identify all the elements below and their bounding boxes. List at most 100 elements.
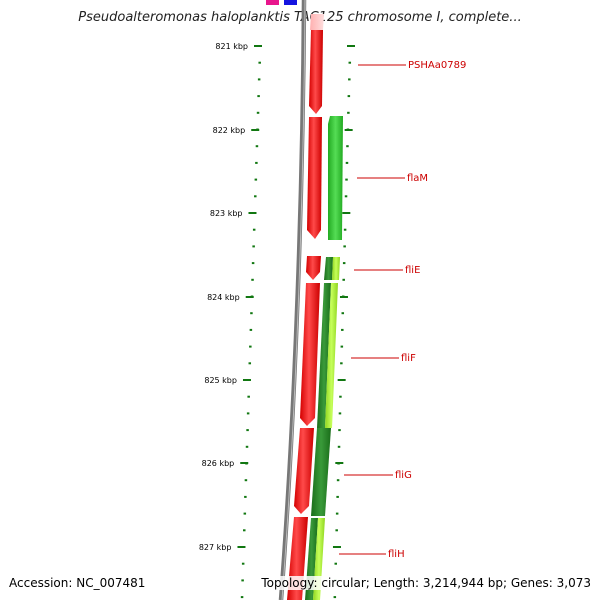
tick-label: 827 kbp [199, 543, 232, 552]
major-tick-left [240, 462, 249, 464]
gene-label-flaM[interactable]: flaM [407, 173, 428, 184]
minor-tick-right [334, 562, 338, 565]
minor-tick-right [341, 328, 344, 331]
minor-tick-right [335, 512, 339, 515]
minor-tick-left [254, 178, 258, 181]
minor-tick-right [338, 412, 342, 415]
topology-text: Topology: circular; Length: 3,214,944 bp… [261, 576, 591, 590]
minor-tick-right [347, 95, 351, 98]
gene-block-PSHAa0789[interactable] [309, 30, 323, 114]
gene-label-fliH[interactable]: fliH [388, 549, 405, 560]
minor-tick-left [244, 479, 248, 482]
gene-block-fliE-forward[interactable] [306, 256, 321, 280]
top-feature-marker-blue[interactable] [284, 0, 297, 5]
minor-tick-right [333, 596, 337, 599]
minor-tick-left [249, 345, 252, 348]
major-tick-left [245, 296, 254, 298]
tick-label: 826 kbp [202, 459, 235, 468]
gene-label-fliG[interactable]: fliG [395, 470, 412, 481]
major-tick-left [242, 379, 251, 381]
minor-tick-right [340, 362, 343, 365]
gene-block-fliF-forward[interactable] [300, 283, 320, 426]
gene-block-fliF-reverse[interactable] [325, 283, 338, 428]
major-tick-right [347, 45, 355, 47]
gene-block-pale[interactable] [310, 14, 324, 30]
gene-labels: PSHAa0789 flaM fliE fliF fliG fliH [339, 60, 466, 560]
major-tick-left [248, 212, 257, 214]
minor-tick-right [338, 429, 341, 432]
tick-label: 823 kbp [210, 209, 243, 218]
gene-block-fliF-reverse-dark[interactable] [317, 283, 331, 428]
minor-tick-left [254, 195, 257, 198]
major-tick-left [237, 546, 246, 548]
minor-tick-left [256, 111, 260, 114]
tick-label: 821 kbp [215, 42, 248, 51]
major-tick-right [342, 212, 351, 214]
minor-tick-left [250, 312, 253, 315]
minor-tick-right [348, 61, 352, 64]
minor-tick-right [343, 245, 346, 248]
minor-tick-left [255, 161, 258, 164]
minor-tick-right [343, 228, 347, 231]
gene-block-fliG-forward[interactable] [294, 428, 314, 514]
gene-block-flaM-forward[interactable] [307, 117, 322, 239]
minor-tick-left [240, 596, 244, 599]
minor-tick-left [243, 512, 247, 515]
minor-tick-right [337, 445, 341, 448]
minor-tick-right [347, 111, 350, 114]
minor-tick-left [244, 495, 247, 498]
tick-label: 824 kbp [207, 293, 240, 302]
minor-tick-left [252, 228, 256, 231]
major-tick-right [335, 462, 344, 464]
gene-label-fliE[interactable]: fliE [405, 265, 420, 276]
minor-tick-right [342, 262, 346, 265]
map-title: Pseudoalteromonas haloplanktis TAC125 ch… [78, 10, 522, 25]
chromosome-backbone [278, 0, 307, 600]
minor-tick-right [340, 345, 344, 348]
minor-tick-right [345, 161, 349, 164]
major-tick-right [344, 129, 353, 131]
minor-tick-right [348, 78, 351, 81]
gene-block-flaM-reverse[interactable] [328, 116, 343, 240]
minor-tick-right [335, 529, 338, 532]
gene-block-fliE-reverse-dark[interactable] [324, 257, 333, 280]
major-tick-right [337, 379, 346, 381]
minor-tick-right [342, 278, 345, 281]
minor-tick-left [246, 412, 250, 415]
minor-tick-left [243, 529, 246, 532]
minor-tick-right [339, 395, 342, 398]
minor-tick-right [336, 495, 339, 498]
tick-label: 825 kbp [204, 376, 237, 385]
gene-block-fliG-reverse[interactable] [311, 428, 331, 516]
minor-tick-left [247, 395, 250, 398]
accession-text: Accession: NC_007481 [9, 576, 146, 590]
minor-tick-left [241, 562, 245, 565]
minor-tick-left [257, 78, 261, 81]
minor-tick-left [245, 445, 249, 448]
major-tick-right [339, 296, 348, 298]
minor-tick-left [251, 262, 255, 265]
minor-tick-right [341, 312, 345, 315]
top-feature-marker-pink[interactable] [266, 0, 279, 5]
minor-tick-left [246, 429, 249, 432]
minor-tick-left [248, 362, 252, 365]
chromosome-backbone-highlight [281, 0, 306, 600]
major-tick-left [251, 129, 260, 131]
major-tick-left [254, 45, 262, 47]
minor-tick-left [255, 145, 259, 148]
minor-tick-left [241, 579, 244, 582]
minor-tick-right [346, 145, 349, 148]
tick-label: 822 kbp [213, 126, 246, 135]
major-tick-right [332, 546, 341, 548]
gene-label-fliF[interactable]: fliF [401, 353, 416, 364]
minor-tick-right [345, 178, 348, 181]
minor-tick-right [344, 195, 348, 198]
gene-block-fliE-reverse[interactable] [332, 257, 340, 280]
minor-tick-left [251, 278, 254, 281]
minor-tick-right [336, 479, 340, 482]
major-ticks: 821 kbp 822 kbp 823 kbp 824 kbp 825 kbp 826 k… [199, 42, 355, 552]
minor-tick-left [257, 95, 260, 98]
gene-label-PSHAa0789[interactable]: PSHAa0789 [408, 60, 466, 71]
minor-tick-left [258, 61, 261, 64]
